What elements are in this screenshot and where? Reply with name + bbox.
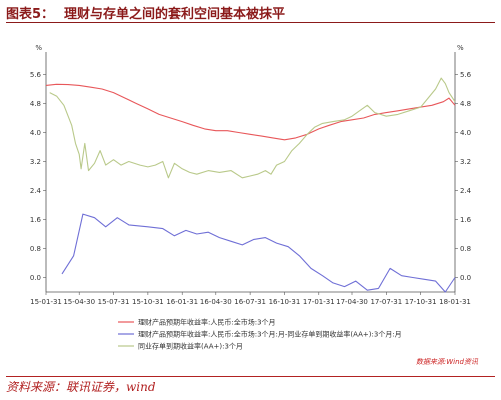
y-tick-label-right: 3.2 (460, 158, 471, 166)
y-tick-label-left: 5.6 (30, 71, 42, 79)
x-tick-label: 17-01-31 (303, 298, 335, 306)
x-tick-label: 17-10-31 (405, 298, 437, 306)
x-tick-label: 15-04-30 (63, 298, 95, 306)
y-tick-label-left: 4.0 (30, 129, 41, 137)
x-tick-label: 15-01-31 (30, 298, 62, 306)
y-tick-label-right: 4.8 (460, 100, 471, 108)
y-tick-label-right: 2.4 (460, 187, 472, 195)
y-unit-left: % (35, 44, 42, 52)
data-credit: 数据来源:Wind资讯 (416, 358, 479, 366)
y-unit-right: % (457, 44, 464, 52)
x-tick-label: 18-01-31 (439, 298, 471, 306)
x-tick-label: 16-07-31 (234, 298, 266, 306)
y-tick-label-right: 0.8 (460, 245, 471, 253)
y-tick-label-right: 4.0 (460, 129, 471, 137)
legend-label-1: 理财产品预期年收益率:人民币:全市场:3个月 (138, 318, 276, 327)
x-tick-label: 16-04-30 (200, 298, 232, 306)
y-tick-label-left: 0.8 (30, 245, 41, 253)
x-tick-label: 17-07-31 (370, 298, 402, 306)
series-line-3 (49, 77, 456, 179)
y-tick-label-left: 2.4 (30, 187, 42, 195)
title-divider (6, 22, 495, 23)
series-line-2 (61, 213, 456, 293)
source-divider (6, 376, 495, 377)
y-tick-label-right: 0.0 (460, 274, 471, 282)
x-tick-label: 15-10-31 (132, 298, 164, 306)
line-chart: % % 5.6 5.6 4.8 4.8 4.0 4.0 3.2 3.2 2.4 2.4 1.6 1.6 0.… (30, 44, 479, 366)
source-note: 资料来源：联讯证券，wind (6, 380, 156, 394)
x-tick-label: 17-04-30 (336, 298, 368, 306)
y-tick-label-right: 5.6 (460, 71, 472, 79)
figure-label: 图表5： (6, 7, 55, 22)
y-tick-label-left: 3.2 (30, 158, 41, 166)
x-tick-label: 16-10-31 (269, 298, 301, 306)
y-tick-label-left: 1.6 (30, 216, 42, 224)
series-line-1 (45, 83, 456, 141)
y-tick-label-left: 0.0 (30, 274, 41, 282)
y-tick-label-left: 4.8 (30, 100, 41, 108)
title-bar: 图表5： 理财与存单之间的套利空间基本被抹平 (0, 0, 501, 24)
x-tick-label: 16-01-31 (166, 298, 198, 306)
y-tick-label-right: 1.6 (460, 216, 472, 224)
x-tick-label: 15-07-31 (98, 298, 130, 306)
figure-title: 理财与存单之间的套利空间基本被抹平 (64, 7, 286, 22)
legend-label-3: 同业存单到期收益率(AA+):3个月 (138, 342, 243, 351)
legend-label-2: 理财产品预期年收益率:人民币:全市场:3个月:月-同业存单到期收益率(AA+):… (138, 330, 402, 339)
